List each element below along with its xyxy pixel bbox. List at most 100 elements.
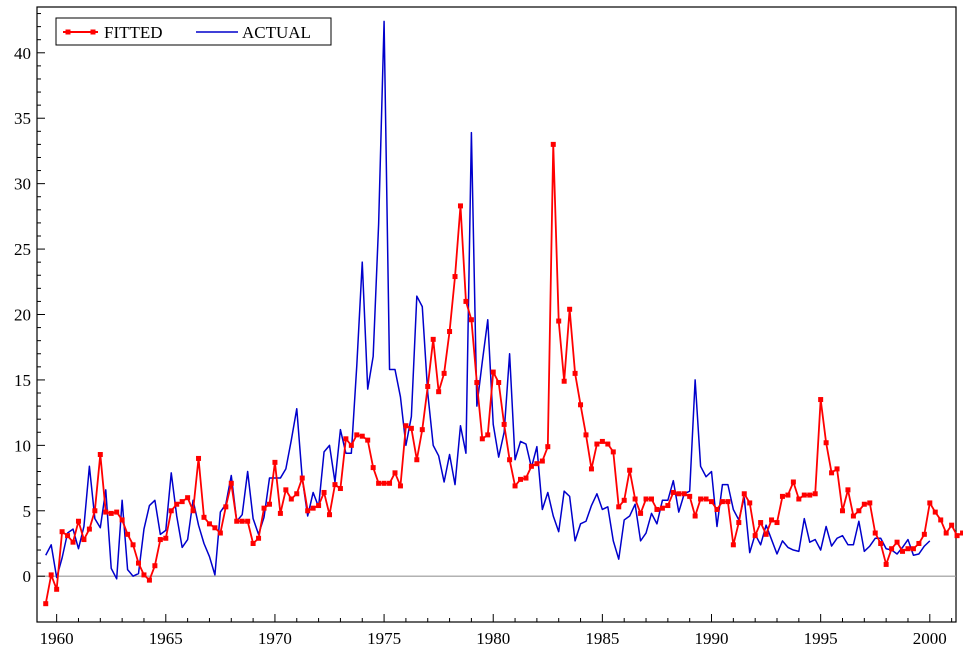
data-point-fitted — [572, 370, 578, 376]
y-tick-label: 40 — [14, 44, 31, 63]
data-point-fitted — [867, 500, 873, 506]
legend-marker-fitted — [65, 29, 71, 35]
data-point-fitted — [932, 509, 938, 515]
data-point-fitted — [900, 548, 906, 554]
data-point-fitted — [354, 432, 360, 438]
data-point-fitted — [785, 492, 791, 498]
data-point-fitted — [943, 530, 949, 536]
data-point-fitted — [599, 438, 605, 444]
data-point-fitted — [807, 492, 813, 498]
data-point-fitted — [452, 274, 458, 280]
data-point-fitted — [801, 492, 807, 498]
data-point-fitted — [70, 539, 76, 545]
data-point-fitted — [196, 455, 202, 461]
data-point-fitted — [376, 480, 382, 486]
data-point-fitted — [747, 500, 753, 506]
data-point-fitted — [114, 509, 120, 515]
data-point-fitted — [709, 499, 715, 505]
data-point-fitted — [370, 465, 376, 471]
data-point-fitted — [54, 586, 60, 592]
data-point-fitted — [616, 504, 622, 510]
data-point-fitted — [659, 505, 665, 511]
data-point-fitted — [283, 487, 289, 493]
x-tick-label: 1995 — [804, 629, 838, 648]
data-point-fitted — [414, 457, 420, 463]
data-point-fitted — [910, 546, 916, 552]
data-point-fitted — [938, 517, 944, 523]
data-point-fitted — [239, 518, 245, 524]
data-point-fitted — [392, 470, 398, 476]
data-point-fitted — [518, 476, 524, 482]
data-point-fitted — [949, 522, 955, 528]
data-point-fitted — [490, 369, 496, 375]
data-point-fitted — [365, 437, 371, 443]
data-point-fitted — [725, 499, 731, 505]
data-point-fitted — [954, 533, 960, 539]
x-tick-label: 1965 — [149, 629, 183, 648]
data-point-fitted — [796, 496, 802, 502]
data-point-fitted — [250, 540, 256, 546]
data-point-fitted — [163, 535, 169, 541]
data-point-fitted — [681, 491, 687, 497]
data-point-fitted — [539, 458, 545, 464]
data-point-fitted — [829, 470, 835, 476]
data-point-fitted — [872, 530, 878, 536]
data-point-fitted — [703, 496, 709, 502]
data-point-fitted — [146, 577, 152, 583]
x-tick-label: 1970 — [258, 629, 292, 648]
y-tick-label: 0 — [23, 567, 32, 586]
x-tick-label: 1980 — [476, 629, 510, 648]
data-point-fitted — [234, 518, 240, 524]
data-point-fitted — [266, 501, 272, 507]
data-point-fitted — [850, 513, 856, 519]
data-point-fitted — [125, 531, 131, 537]
data-point-fitted — [485, 432, 491, 438]
data-point-fitted — [332, 482, 338, 488]
data-point-fitted — [676, 491, 682, 497]
data-point-fitted — [359, 433, 365, 439]
data-point-fitted — [610, 449, 616, 455]
data-point-fitted — [261, 505, 267, 511]
data-point-fitted — [523, 475, 529, 481]
legend-box — [55, 17, 332, 46]
data-point-fitted — [507, 457, 513, 463]
data-point-fitted — [545, 444, 551, 450]
data-point-fitted — [430, 336, 436, 342]
data-point-fitted — [108, 510, 114, 516]
data-point-fitted — [206, 521, 212, 527]
data-point-fitted — [419, 427, 425, 433]
legend-item-actual: ACTUAL — [196, 23, 311, 42]
series-line-fitted — [44, 143, 963, 604]
data-point-fitted — [741, 491, 747, 497]
data-point-fitted — [883, 561, 889, 567]
data-point-fitted — [654, 506, 660, 512]
data-point-fitted — [583, 432, 589, 438]
data-point-fitted — [736, 520, 742, 526]
plot-frame — [36, 6, 957, 623]
data-point-fitted — [769, 517, 775, 523]
data-point-fitted — [556, 318, 562, 324]
data-point-fitted — [648, 496, 654, 502]
data-point-fitted — [856, 508, 862, 514]
data-point-fitted — [321, 489, 327, 495]
y-tick-label: 20 — [14, 306, 31, 325]
data-point-fitted — [845, 487, 851, 493]
data-point-fitted — [790, 479, 796, 485]
data-point-fitted — [894, 539, 900, 545]
data-point-fitted — [272, 459, 278, 465]
data-point-fitted — [463, 298, 469, 304]
data-point-fitted — [774, 520, 780, 526]
legend-label-fitted: FITTED — [104, 23, 163, 42]
data-point-fitted — [861, 501, 867, 507]
data-point-fitted — [763, 531, 769, 537]
data-point-fitted — [643, 496, 649, 502]
legend-label-actual: ACTUAL — [242, 23, 311, 42]
data-point-fitted — [878, 540, 884, 546]
data-point-fitted — [425, 383, 431, 389]
data-point-fitted — [436, 389, 442, 395]
data-point-fitted — [310, 505, 316, 511]
data-point-fitted — [256, 535, 262, 541]
data-point-fitted — [305, 508, 311, 514]
x-tick-label: 1960 — [40, 629, 74, 648]
